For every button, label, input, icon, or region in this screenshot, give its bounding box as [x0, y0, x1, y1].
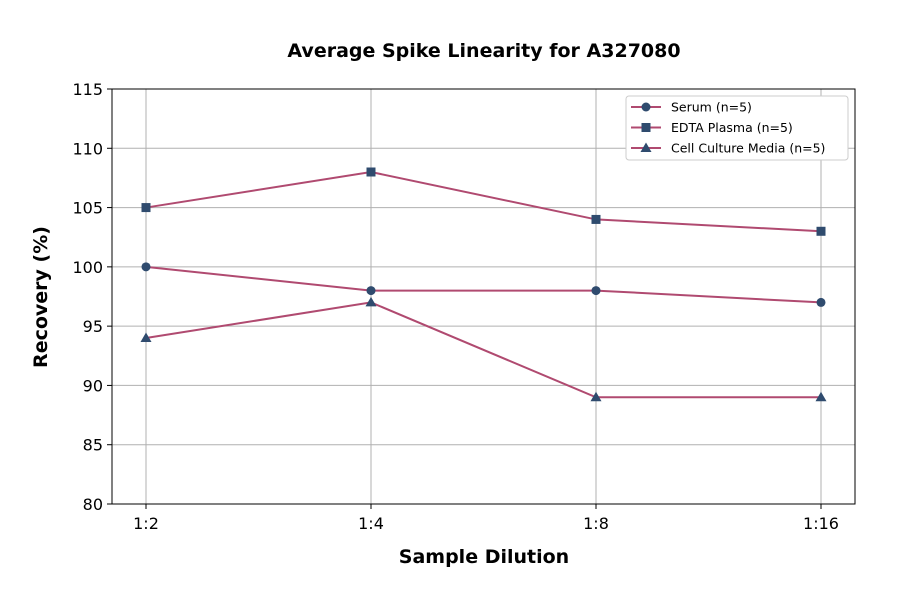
- y-tick-label: 115: [72, 80, 103, 99]
- x-tick-label: 1:16: [803, 514, 839, 533]
- series-line: [145, 265, 822, 304]
- y-tick-label: 110: [72, 139, 103, 158]
- y-tick-label: 80: [83, 495, 103, 514]
- legend-marker: [640, 142, 652, 152]
- y-tick-label: 85: [83, 436, 103, 455]
- legend-box: [625, 95, 849, 161]
- series-line: [145, 301, 821, 399]
- data-point: [816, 297, 826, 307]
- legend-label: Serum (n=5): [671, 100, 752, 115]
- x-tick-label: 1:8: [583, 514, 609, 533]
- data-point: [141, 203, 151, 213]
- legend-label: EDTA Plasma (n=5): [671, 120, 793, 135]
- data-point: [141, 262, 151, 272]
- x-axis-label: Sample Dilution: [399, 546, 569, 568]
- data-point: [815, 391, 827, 402]
- x-tick-label: 1:2: [133, 514, 159, 533]
- data-point: [140, 332, 152, 342]
- series-line: [145, 170, 822, 233]
- legend-label: Cell Culture Media (n=5): [671, 141, 825, 156]
- x-tick-label: 1:4: [358, 514, 384, 533]
- data-point: [816, 226, 826, 236]
- legend-marker: [641, 123, 651, 132]
- data-point: [366, 286, 376, 296]
- y-tick-label: 100: [72, 258, 103, 277]
- data-point: [366, 167, 376, 177]
- data-point: [590, 391, 602, 402]
- y-axis-label: Recovery (%): [30, 226, 52, 368]
- data-point: [591, 286, 601, 296]
- y-tick-label: 95: [83, 317, 103, 336]
- y-tick-label: 90: [83, 376, 103, 395]
- legend-marker: [641, 102, 651, 112]
- y-tick-label: 105: [72, 199, 103, 218]
- plot-frame: [111, 88, 856, 505]
- data-point: [365, 296, 377, 307]
- legend: Serum (n=5) EDTA Plasma (n=5) Cell Culture…: [625, 95, 849, 161]
- data-point: [591, 214, 601, 224]
- chart-title: Average Spike Linearity for A327080: [287, 40, 680, 62]
